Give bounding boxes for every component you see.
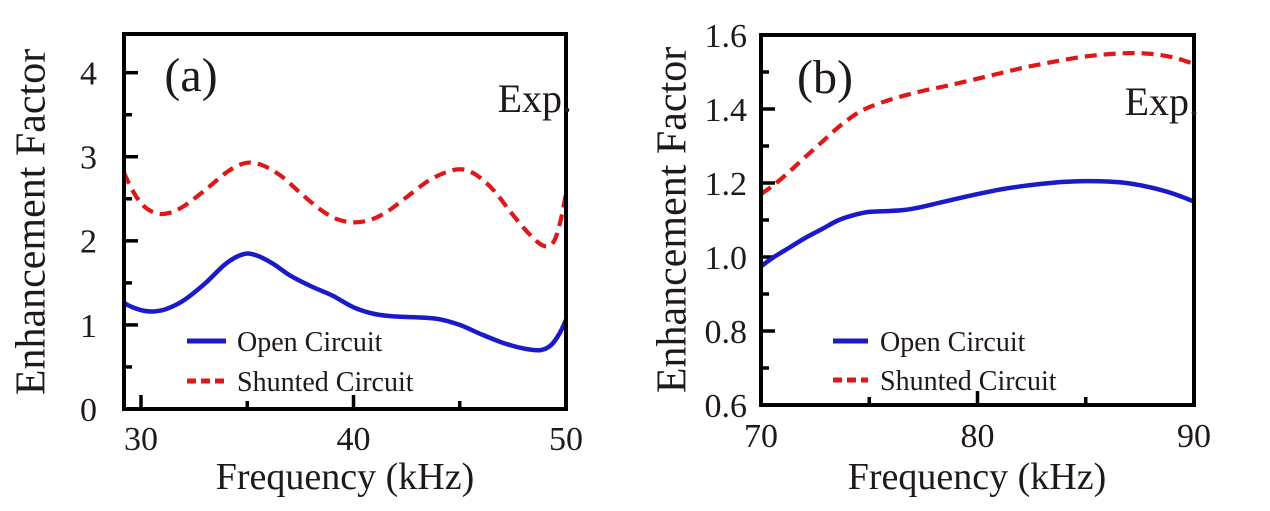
axis-ticks-a [124, 70, 568, 411]
legend-b: Open Circuit Shunted Circuit [833, 327, 1057, 397]
y-tick-label-a: 2 [80, 224, 97, 261]
plot-frame-a [122, 32, 568, 411]
y-tick-label-b: 1.2 [705, 166, 748, 203]
x-tick-label-a: 50 [549, 421, 583, 458]
y-tick-label-a: 4 [80, 56, 97, 93]
legend-a: Open Circuit Shunted Circuit [187, 327, 414, 398]
x-axis-title-a: Frequency (kHz) [216, 456, 475, 498]
panel-label-b: (b) [797, 51, 853, 104]
chart-panel-a: 0 1 2 3 4 30 40 50 Frequency (kHz) Enhancement Fa… [9, 32, 583, 498]
shunted-circuit-curve-a [124, 160, 566, 249]
x-axis-title-b: Frequency (kHz) [848, 456, 1107, 498]
series-group-a [124, 160, 566, 353]
series-group-b [761, 51, 1194, 269]
x-tick-label-b: 90 [1177, 418, 1211, 455]
y-tick-label-b: 0.6 [705, 388, 748, 425]
y-tick-label-b: 1.0 [705, 240, 748, 277]
legend-label-open-a: Open Circuit [237, 327, 383, 358]
y-tick-label-b: 1.4 [705, 92, 748, 129]
legend-label-open-b: Open Circuit [880, 327, 1026, 358]
y-tick-label-a: 0 [80, 392, 97, 429]
exp-annotation-b: Exp. [1125, 79, 1199, 124]
exp-annotation-a: Exp. [498, 76, 572, 121]
legend-label-shunted-a: Shunted Circuit [237, 367, 414, 398]
y-tick-label-b: 0.8 [705, 314, 748, 351]
chart-panel-b: 0.6 0.8 1.0 1.2 1.4 1.6 70 80 90 Frequency (kHz) E… [650, 18, 1211, 498]
open-circuit-curve-a [124, 251, 566, 353]
panel-label-a: (a) [164, 49, 217, 102]
x-tick-label-a: 30 [124, 421, 158, 458]
x-tick-label-b: 70 [744, 418, 778, 455]
y-axis-title-b: Enhancement Factor [650, 47, 696, 393]
legend-label-shunted-b: Shunted Circuit [880, 366, 1057, 397]
x-tick-label-a: 40 [337, 421, 371, 458]
plot-frame-b [759, 33, 1196, 407]
y-tick-label-b: 1.6 [705, 18, 748, 55]
x-tick-label-b: 80 [961, 418, 995, 455]
y-tick-label-a: 3 [80, 140, 97, 177]
shunted-circuit-curve-b [761, 51, 1194, 196]
y-tick-label-a: 1 [80, 308, 97, 345]
y-axis-title-a: Enhancement Factor [9, 49, 55, 395]
open-circuit-curve-b [761, 178, 1194, 269]
